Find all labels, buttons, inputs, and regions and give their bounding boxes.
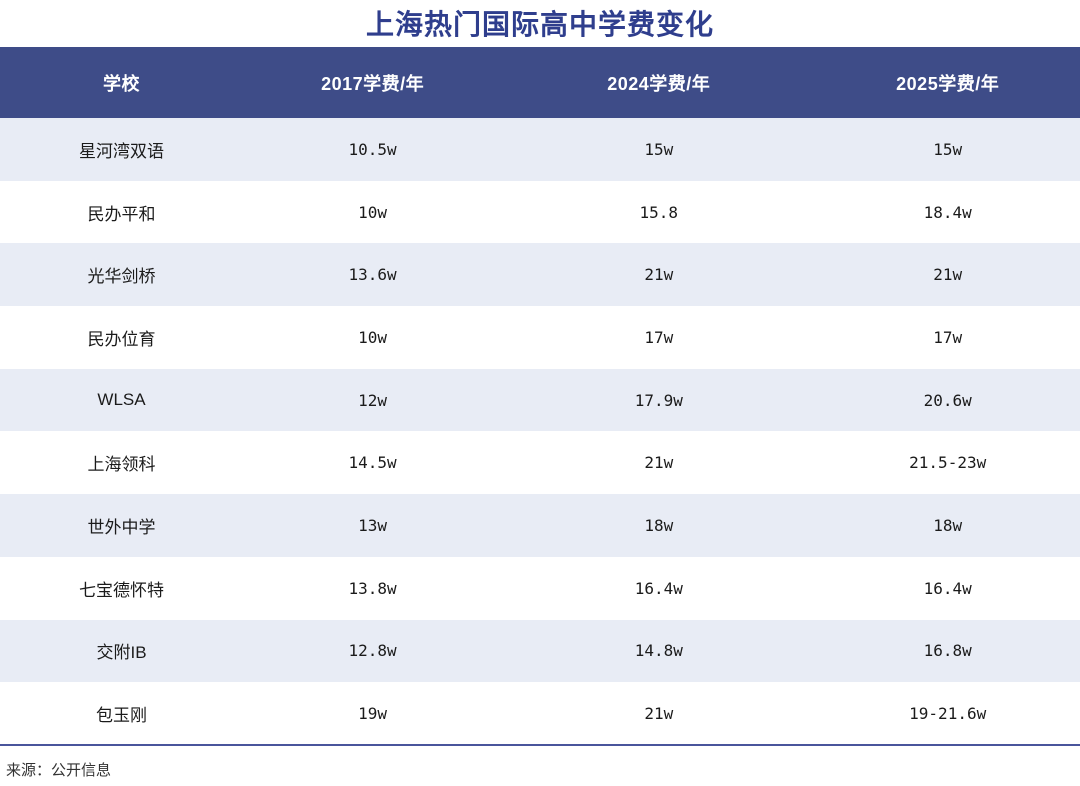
- fee-2017: 12w: [358, 390, 388, 410]
- table-row: 交附IB 12.8w 14.8w 16.8w: [0, 619, 1080, 683]
- school-name: 民办平和: [87, 204, 156, 224]
- fee-2017: 13.6w: [348, 265, 397, 285]
- table-body: 星河湾双语 10.5w 15w 15w 民办平和 10w 15.8 18.4w …: [0, 118, 1080, 745]
- fee-2017: 10w: [358, 327, 388, 347]
- fee-2024: 21w: [644, 265, 674, 285]
- table-row: WLSA 12w 17.9w 20.6w: [0, 368, 1080, 432]
- school-name: 光华剑桥: [87, 267, 156, 287]
- school-name: 交附IB: [96, 643, 147, 663]
- fee-2017: 10.5w: [348, 139, 397, 159]
- fee-2025: 19-21.6w: [909, 703, 987, 723]
- school-name: 上海领科: [87, 455, 156, 475]
- header-row: 学校 2017学费/年 2024学费/年 2025学费/年: [0, 47, 1080, 118]
- col-header-school: 学校: [103, 73, 140, 94]
- table-row: 民办位育 10w 17w 17w: [0, 306, 1080, 369]
- fee-2024: 21w: [644, 453, 674, 473]
- col-header-2025: 2025学费/年: [896, 73, 1000, 94]
- table-row: 民办平和 10w 15.8 18.4w: [0, 180, 1080, 244]
- school-name: 星河湾双语: [79, 141, 164, 161]
- table-row: 包玉刚 19w 21w 19-21.6w: [0, 682, 1080, 745]
- table-header: 学校 2017学费/年 2024学费/年 2025学费/年: [0, 47, 1080, 118]
- school-name: WLSA: [97, 390, 146, 410]
- fee-2024: 15w: [644, 139, 674, 159]
- fee-2017: 10w: [358, 202, 388, 222]
- table-row: 光华剑桥 13.6w 21w 21w: [0, 243, 1080, 307]
- fee-2025: 20.6w: [923, 390, 972, 410]
- fee-2017: 14.5w: [348, 453, 397, 473]
- fee-2025: 16.4w: [923, 578, 972, 598]
- fee-2024: 14.8w: [634, 641, 683, 661]
- fee-2024: 17w: [644, 327, 674, 347]
- tuition-table: 学校 2017学费/年 2024学费/年 2025学费/年 星河湾双语 10.5…: [0, 47, 1080, 746]
- col-header-2017: 2017学费/年: [321, 73, 425, 94]
- table-row: 七宝德怀特 13.8w 16.4w 16.4w: [0, 556, 1080, 620]
- fee-2025: 17w: [933, 327, 963, 347]
- fee-2025: 21w: [933, 265, 963, 285]
- fee-2024: 21w: [644, 703, 674, 723]
- fee-2025: 18.4w: [923, 202, 972, 222]
- fee-2017: 13.8w: [348, 578, 397, 598]
- source-note: 来源：公开信息: [6, 761, 112, 779]
- fee-2024: 17.9w: [634, 390, 683, 410]
- fee-2024: 18w: [644, 515, 674, 535]
- school-name: 七宝德怀特: [79, 580, 164, 600]
- col-header-2024: 2024学费/年: [607, 73, 711, 94]
- table-row: 星河湾双语 10.5w 15w 15w: [0, 118, 1080, 181]
- page-title: 上海热门国际高中学费变化: [365, 9, 714, 40]
- school-name: 包玉刚: [96, 705, 147, 725]
- fee-2024: 15.8: [639, 202, 679, 222]
- school-name: 世外中学: [87, 517, 156, 537]
- table-row: 世外中学 13w 18w 18w: [0, 494, 1080, 557]
- fee-2017: 19w: [358, 703, 388, 723]
- fee-2024: 16.4w: [634, 578, 683, 598]
- table-row: 上海领科 14.5w 21w 21.5-23w: [0, 431, 1080, 495]
- fee-2025: 21.5-23w: [909, 453, 987, 473]
- fee-2025: 18w: [933, 515, 963, 535]
- fee-2025: 15w: [933, 139, 963, 159]
- fee-2025: 16.8w: [923, 641, 972, 661]
- school-name: 民办位育: [87, 329, 156, 349]
- fee-2017: 13w: [358, 515, 388, 535]
- fee-2017: 12.8w: [348, 641, 397, 661]
